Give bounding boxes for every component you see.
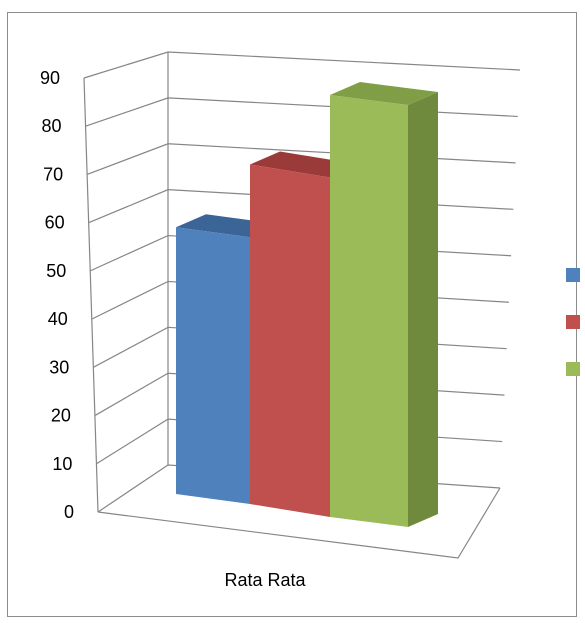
bar-3 <box>330 95 408 528</box>
gridline <box>83 51 521 79</box>
y-tick-label: 80 <box>42 116 62 136</box>
axes <box>83 52 501 559</box>
legend-swatch-1 <box>566 268 580 282</box>
legend-swatch-2 <box>566 315 580 329</box>
x-category-label: Rata Rata <box>224 570 306 590</box>
y-tick-label: 0 <box>64 502 74 522</box>
bar-3-side <box>408 92 438 528</box>
bar-1 <box>176 227 250 504</box>
floor-outline <box>97 487 501 559</box>
bar-3-top <box>330 82 438 106</box>
bar-2 <box>250 164 330 517</box>
y-tick-label: 10 <box>52 454 72 474</box>
y-axis-line <box>83 77 99 513</box>
y-tick-label: 20 <box>51 406 71 426</box>
y-tick-label: 60 <box>45 213 65 233</box>
y-tick-label: 70 <box>43 164 63 184</box>
y-tick-label: 90 <box>40 68 60 88</box>
legend-swatch-3 <box>566 362 580 376</box>
legend <box>566 268 580 376</box>
bars <box>176 82 438 528</box>
y-tick-label: 50 <box>46 261 66 281</box>
y-axis-tick-labels: 0 10 20 30 40 50 60 70 80 90 <box>40 68 74 522</box>
y-tick-label: 40 <box>48 309 68 329</box>
x-axis-category-labels: Rata Rata <box>224 570 306 590</box>
y-tick-label: 30 <box>49 357 69 377</box>
gridline <box>85 97 518 127</box>
